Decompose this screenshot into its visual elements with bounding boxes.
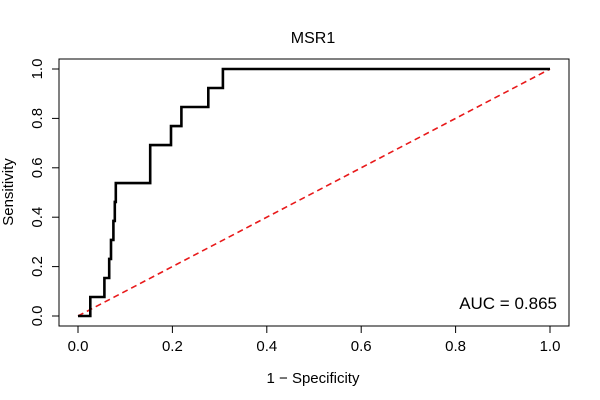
roc-curve-line (78, 67, 550, 318)
x-tick-label: 0.4 (256, 338, 277, 355)
chart-title: MSR1 (291, 30, 336, 47)
x-tick-label: 0.2 (162, 338, 183, 355)
auc-annotation: AUC = 0.865 (459, 294, 557, 313)
reference-diagonal-line (77, 68, 551, 317)
y-tick-label: 1.0 (29, 59, 46, 80)
x-tick-label: 0.6 (351, 338, 372, 355)
y-tick-label: 0.8 (29, 108, 46, 129)
x-tick-label: 0.0 (68, 338, 89, 355)
y-tick-label: 0.0 (29, 306, 46, 327)
x-axis-title: 1 − Specificity (267, 370, 360, 387)
y-tick-label: 0.4 (29, 207, 46, 228)
series-layer (77, 67, 551, 318)
y-tick-label: 0.6 (29, 157, 46, 178)
y-tick-label: 0.2 (29, 256, 46, 277)
x-axis: 0.0 0.2 0.4 0.6 0.8 1.0 (68, 325, 561, 355)
y-axis-title: Sensitivity (0, 158, 17, 226)
x-tick-label: 0.8 (445, 338, 466, 355)
y-axis: 0.0 0.2 0.4 0.6 0.8 1.0 (29, 59, 60, 327)
x-tick-label: 1.0 (540, 338, 561, 355)
